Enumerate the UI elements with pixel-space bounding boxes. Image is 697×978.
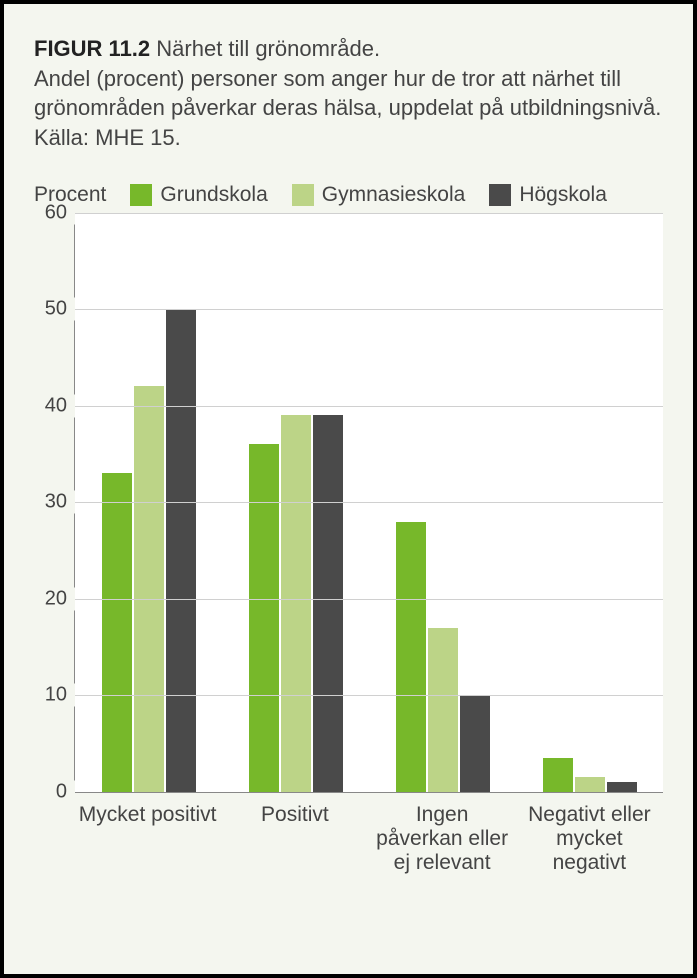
legend-label: Grundskola xyxy=(160,183,267,207)
gridline xyxy=(75,406,663,407)
gridline xyxy=(75,599,663,600)
y-tick-label: 40 xyxy=(45,394,75,417)
x-axis-labels: Mycket positivtPositivtIngen påverkan el… xyxy=(74,793,663,875)
bar xyxy=(102,473,132,791)
legend-swatch xyxy=(489,184,511,206)
x-tick-label: Positivt xyxy=(221,793,368,875)
bar xyxy=(281,415,311,791)
bar xyxy=(313,415,343,791)
bar xyxy=(607,782,637,792)
y-tick-label: 30 xyxy=(45,491,75,514)
figure-title: Närhet till grönområde. xyxy=(156,36,380,61)
figure-body: Andel (procent) personer som anger hur d… xyxy=(34,66,661,150)
legend-label: Gymnasieskola xyxy=(322,183,466,207)
bar xyxy=(166,309,196,792)
legend-label: Högskola xyxy=(519,183,607,207)
bar xyxy=(575,777,605,791)
legend-swatch xyxy=(130,184,152,206)
figure-caption: FIGUR 11.2 Närhet till grönområde. Andel… xyxy=(34,34,663,153)
chart-plot-area: 0102030405060 xyxy=(74,213,663,793)
legend-swatch xyxy=(292,184,314,206)
y-tick-label: 50 xyxy=(45,298,75,321)
bar xyxy=(543,758,573,792)
legend: Procent Grundskola Gymnasieskola Högskol… xyxy=(34,183,663,207)
bar xyxy=(396,522,426,792)
gridline xyxy=(75,695,663,696)
legend-item: Högskola xyxy=(489,183,607,207)
gridline xyxy=(75,502,663,503)
x-tick-label: Ingen påverkan eller ej relevant xyxy=(369,793,516,875)
y-tick-label: 0 xyxy=(56,780,75,803)
figure-panel: FIGUR 11.2 Närhet till grönområde. Andel… xyxy=(0,0,697,978)
gridline xyxy=(75,309,663,310)
figure-label: FIGUR 11.2 xyxy=(34,36,150,61)
bar xyxy=(249,444,279,791)
gridline xyxy=(75,213,663,214)
bar xyxy=(460,695,490,792)
y-tick-label: 60 xyxy=(45,201,75,224)
x-tick-label: Negativt eller mycket negativt xyxy=(516,793,663,875)
bar xyxy=(134,386,164,791)
y-tick-label: 20 xyxy=(45,587,75,610)
x-tick-label: Mycket positivt xyxy=(74,793,221,875)
bar xyxy=(428,628,458,792)
legend-item: Gymnasieskola xyxy=(292,183,466,207)
y-tick-label: 10 xyxy=(45,684,75,707)
legend-item: Grundskola xyxy=(130,183,267,207)
